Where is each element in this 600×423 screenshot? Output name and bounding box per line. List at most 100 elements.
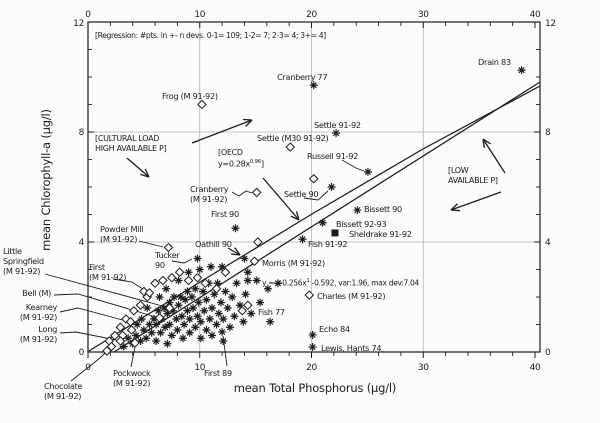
charles-m-91-92-marker xyxy=(304,290,315,300)
x-tick-bottom-40: 40 xyxy=(530,363,541,373)
cluster-asterisk-45 xyxy=(200,306,209,315)
low-available-arrow-down-head xyxy=(450,209,461,212)
cluster-diamond-8 xyxy=(150,278,160,289)
cluster-asterisk-7 xyxy=(145,320,154,329)
cluster-asterisk-67 xyxy=(241,290,250,299)
first-89-label: First 89 xyxy=(204,368,232,378)
oathill-arrow-head xyxy=(230,253,241,256)
cluster-asterisk-4 xyxy=(136,337,145,345)
cluster-asterisk-0 xyxy=(119,342,128,351)
cluster-asterisk-13 xyxy=(156,328,165,337)
sheldrake-91-92-marker xyxy=(331,229,339,237)
cluster-asterisk-18 xyxy=(163,339,172,348)
cluster-asterisk-10 xyxy=(152,337,161,345)
first-m-91-92-leader xyxy=(112,278,147,292)
tucker-90-marker xyxy=(193,254,202,263)
cluster-asterisk-24 xyxy=(172,315,181,323)
cluster-diamond-17 xyxy=(211,283,222,294)
cultural-load-line1: [CULTURAL LOAD xyxy=(95,134,160,143)
cluster-asterisk-84 xyxy=(133,320,142,329)
regression-note: [Regression: #pts. in +- n devs. 0-1= 10… xyxy=(95,31,326,40)
cluster-diamond-1 xyxy=(110,330,120,341)
cluster-asterisk-69 xyxy=(247,309,256,318)
little-springfield-m-91-92-label: Springfield xyxy=(3,256,44,266)
cluster-asterisk-63 xyxy=(230,312,239,321)
long-m-91-92-label: Long xyxy=(38,324,57,334)
cluster-asterisk-46 xyxy=(202,326,211,334)
cluster-diamond-15 xyxy=(220,267,231,278)
cluster-asterisk-33 xyxy=(183,287,192,296)
drain-83-marker xyxy=(517,66,526,75)
long-m-91-92-label: (M 91-92) xyxy=(20,334,57,344)
cluster-asterisk-50 xyxy=(208,331,217,340)
cranberry-m-91-92-leader xyxy=(231,190,253,197)
cluster-asterisk-23 xyxy=(170,293,179,301)
cluster-diamond-19 xyxy=(242,300,253,311)
long-m-91-92-marker xyxy=(115,336,126,346)
cluster-asterisk-74 xyxy=(195,265,204,274)
cluster-asterisk-39 xyxy=(191,284,200,293)
y-tick-right-0: 0 xyxy=(545,348,551,358)
low-available-line1: [LOW xyxy=(448,166,469,175)
fish-91-92-marker xyxy=(298,235,307,244)
y-tick-left-12: 12 xyxy=(73,19,84,29)
cluster-asterisk-29 xyxy=(178,334,187,343)
cluster-asterisk-19 xyxy=(165,298,174,307)
x-tick-top-40: 40 xyxy=(530,10,541,20)
cluster-asterisk-27 xyxy=(176,293,185,301)
settle-90-leader xyxy=(303,190,329,201)
x-tick-bottom-10: 10 xyxy=(194,363,205,373)
cultural-load-label: [CULTURAL LOAD HIGH AVAILABLE P] xyxy=(95,134,167,154)
cultural-load-arrow-up xyxy=(191,119,253,144)
cluster-asterisk-57 xyxy=(219,337,228,345)
russell-91-92-leader xyxy=(341,159,365,172)
oathill-90-marker xyxy=(240,254,249,263)
charles-m-91-92-label: Charles (M 91-92) xyxy=(317,291,385,301)
cluster-asterisk-79 xyxy=(155,293,164,301)
russell-91-92-marker xyxy=(363,167,372,176)
cluster-asterisk-75 xyxy=(206,262,215,271)
cluster-asterisk-77 xyxy=(174,276,183,285)
little-springfield-m-91-92-label: Little xyxy=(3,246,22,256)
little-springfield-m-91-92-label: (M 91-92) xyxy=(3,266,40,276)
cluster-diamond-5 xyxy=(129,305,139,316)
x-tick-bottom-20: 20 xyxy=(306,363,317,373)
oathill-90-label: Oathill 90 xyxy=(195,239,232,249)
lewis-hants-74-label: Lewis, Hants 74 xyxy=(321,343,381,353)
first-90-label: First 90 xyxy=(211,209,239,219)
bissett-90-marker xyxy=(353,206,362,215)
cranberry-m-91-92-label: (M 91-92) xyxy=(190,194,227,204)
cluster-asterisk-61 xyxy=(225,323,234,332)
low-available-arrow-up-head xyxy=(482,138,486,148)
cluster-diamond-16 xyxy=(200,278,211,289)
cluster-asterisk-81 xyxy=(243,276,252,285)
kearney-m-91-92-leader xyxy=(59,307,127,322)
cluster-asterisk-1 xyxy=(124,334,133,343)
echo-84-label: Echo 84 xyxy=(319,324,350,334)
low-available-arrow-up-head xyxy=(482,138,491,145)
little-springfield-m-91-92-leader xyxy=(44,273,167,308)
cluster-asterisk-28 xyxy=(177,312,186,321)
oecd-line2: y=0.28x0.96] xyxy=(218,158,264,169)
regression-equation: y = +0.256x1 -0.592, var:1.96, max dev:7… xyxy=(262,278,419,288)
frog-m-91-92-label: Frog (M 91-92) xyxy=(162,91,218,101)
cluster-asterisk-56 xyxy=(216,298,225,307)
settle-91-92-marker xyxy=(332,129,341,138)
cluster-asterisk-32 xyxy=(183,306,192,315)
oecd-arrow-head xyxy=(290,215,300,221)
cultural-load-line2: HIGH AVAILABLE P] xyxy=(95,144,167,153)
sheldrake-91-92-label: Sheldrake 91-92 xyxy=(349,229,412,239)
chocolate-m-91-92-leader xyxy=(70,351,107,382)
cluster-asterisk-22 xyxy=(168,306,177,315)
cluster-diamond-13 xyxy=(183,275,194,286)
first-m-91-92-label: (M 91-92) xyxy=(89,272,126,282)
cluster-asterisk-55 xyxy=(214,309,223,318)
oathill-arrow xyxy=(227,247,241,256)
y-tick-right-4: 4 xyxy=(545,238,551,248)
cluster-diamond-14 xyxy=(192,272,203,283)
fish-91-92-label: Fish 91-92 xyxy=(308,239,347,249)
first-m-91-92-label: First xyxy=(89,262,106,272)
cluster-asterisk-82 xyxy=(143,304,152,312)
cluster-asterisk-76 xyxy=(218,262,227,271)
